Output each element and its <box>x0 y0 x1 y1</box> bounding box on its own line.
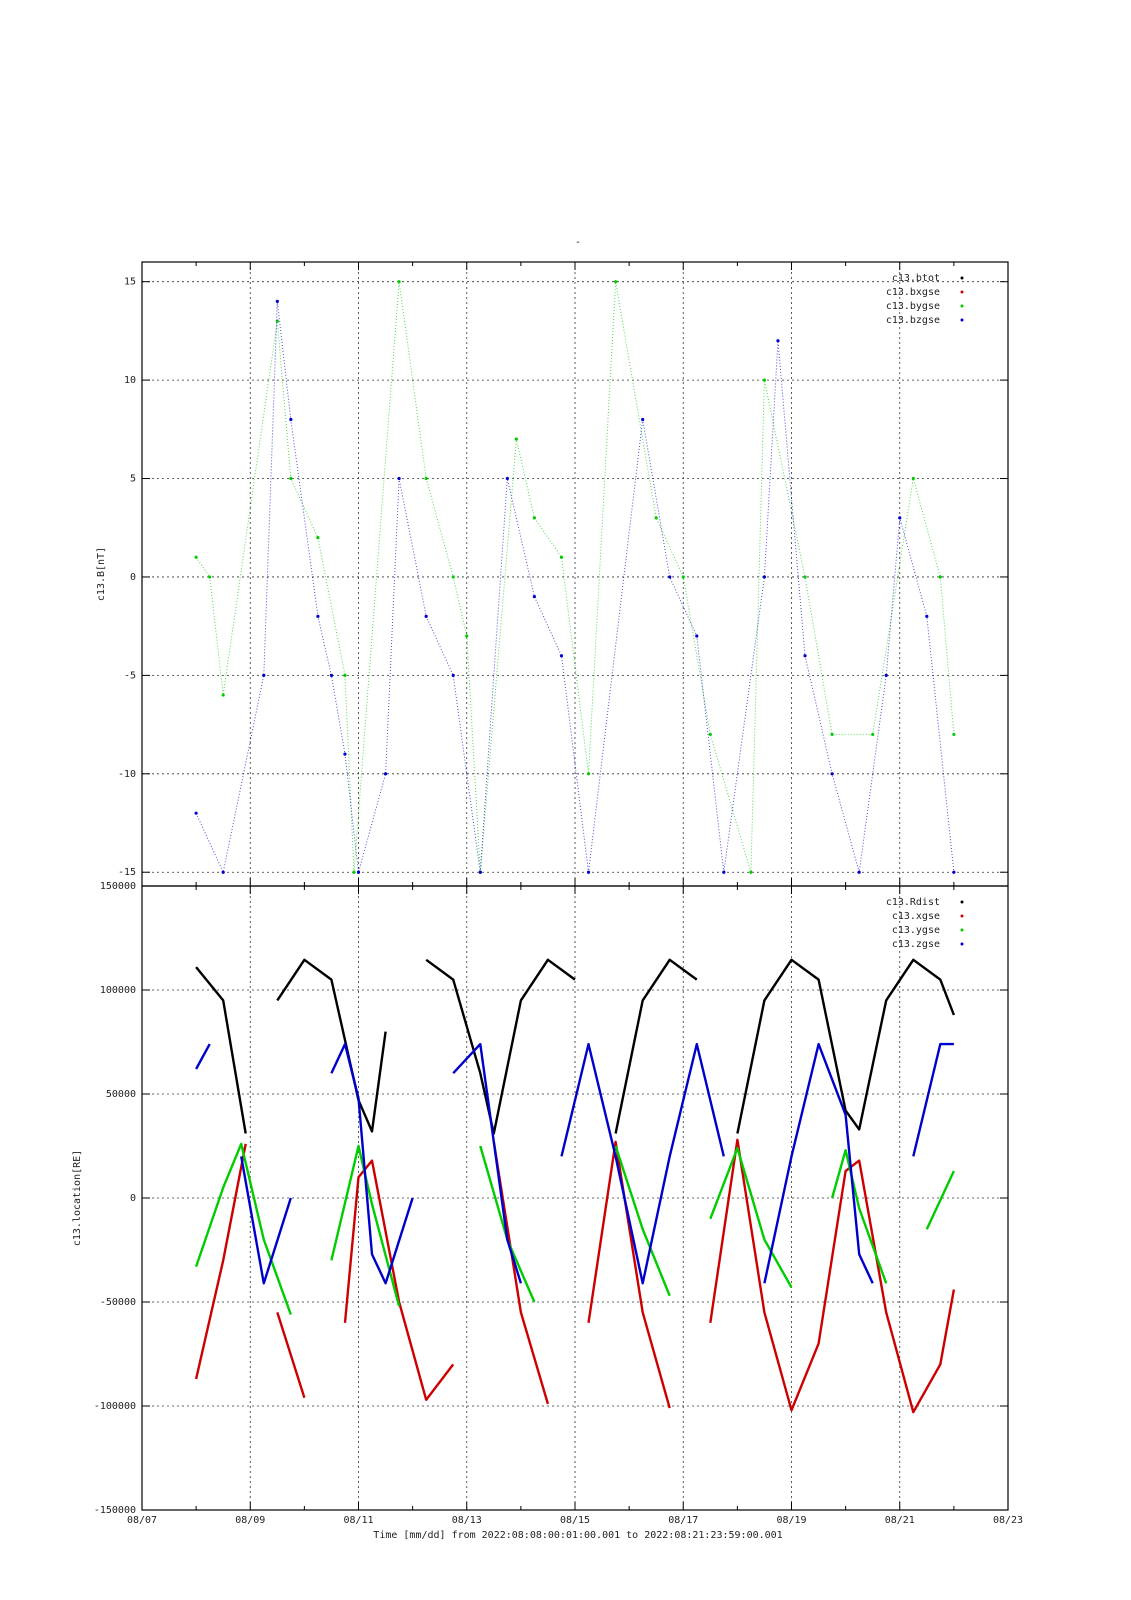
y-tick-label: 0 <box>130 1193 136 1204</box>
y-tick-label: -10 <box>118 769 136 780</box>
data-point-c13.bygse <box>952 732 956 737</box>
chart-title-mark: - <box>575 237 581 248</box>
legend-label: c13.xgse <box>892 911 940 922</box>
time-axis: 08/07 08/09 08/11 08/13 08/15 08/17 08/19 08/21… <box>127 1515 1023 1526</box>
legend-marker <box>960 900 964 904</box>
x-tick-label: 08/13 <box>452 1515 482 1526</box>
series-line-c13.ygse <box>194 1142 955 1315</box>
legend-label: c13.ygse <box>892 925 940 936</box>
plot-frame <box>141 885 1009 1511</box>
y-axis-label: c13.location[RE] <box>72 1150 83 1246</box>
data-point-c13.bzgse <box>830 772 834 776</box>
legend-label: c13.bygse <box>886 301 940 312</box>
data-point-c13.bygse <box>762 378 767 382</box>
y-tick-label: 15 <box>124 277 136 288</box>
location-panel: 150000 100000 50000 0 -50000 -100000 -150000 c1… <box>72 881 1009 1516</box>
data-point-c13.bzgse <box>803 654 807 658</box>
x-axis-label: Time [mm/dd] from 2022:08:08:00:01:00.00… <box>373 1530 782 1541</box>
data-point-c13.bygse <box>316 535 320 540</box>
magnetic-field-panel: 15 10 5 0 -5 -10 -15 c13.B[nT] c13.btot c13.bxgse… <box>96 261 1009 887</box>
y-tick-label: -5 <box>124 670 136 681</box>
data-point-c13.bzgse <box>329 673 334 677</box>
legend-label: c13.Rdist <box>886 897 940 908</box>
y-tick-label: -15 <box>118 867 136 878</box>
data-point-c13.bzgse <box>262 673 266 677</box>
legend-marker <box>960 304 964 308</box>
data-point-c13.bygse <box>559 555 564 559</box>
legend-marker <box>960 276 964 280</box>
data-point-c13.bygse <box>938 575 942 579</box>
legend-label: c13.btot <box>892 273 940 284</box>
data-point-c13.bygse <box>397 280 401 284</box>
y-tick-label: -100000 <box>94 1401 136 1412</box>
data-point-c13.bygse <box>586 772 591 776</box>
data-point-c13.bzgse <box>289 417 293 422</box>
data-point-c13.bzgse <box>478 870 482 874</box>
x-tick-label: 08/17 <box>668 1515 698 1526</box>
y-tick-label: -50000 <box>100 1297 136 1308</box>
data-point-c13.bzgse <box>776 339 780 343</box>
data-point-c13.bygse <box>749 870 753 874</box>
x-tick-label: 08/07 <box>127 1515 157 1526</box>
data-point-c13.bzgse <box>762 575 767 579</box>
x-tick-label: 08/21 <box>885 1515 915 1526</box>
legend-label: c13.zgse <box>892 939 940 950</box>
series-trace-c13.bygse <box>195 281 955 873</box>
data-point-c13.bygse <box>803 575 807 579</box>
y-tick-label: 5 <box>130 474 136 485</box>
y-tick-label: 10 <box>124 375 136 386</box>
series-line-c13.zgse <box>195 1042 954 1285</box>
data-point-c13.bygse <box>911 476 915 481</box>
data-point-c13.bygse <box>613 280 618 284</box>
x-tick-label: 08/23 <box>993 1515 1023 1526</box>
y-tick-label: -150000 <box>94 1505 136 1516</box>
legend-marker <box>960 914 964 918</box>
data-point-c13.bygse <box>532 516 537 520</box>
data-point-c13.bzgse <box>356 870 361 874</box>
legend-marker <box>960 290 964 294</box>
series-trace-c13.bzgse <box>195 301 955 874</box>
data-point-c13.bzgse <box>884 673 888 677</box>
legend-marker <box>960 318 964 322</box>
data-point-c13.bygse <box>352 870 356 874</box>
data-point-c13.bzgse <box>668 575 672 579</box>
legend-marker <box>960 928 964 932</box>
data-point-c13.bygse <box>830 732 834 737</box>
legend-marker <box>960 942 964 946</box>
data-point-c13.bzgse <box>451 673 455 677</box>
legend-label: c13.bzgse <box>886 315 940 326</box>
y-axis-label: c13.B[nT] <box>96 547 107 601</box>
data-point-c13.bygse <box>221 693 225 697</box>
series-line-c13.xgse <box>194 1138 956 1414</box>
x-tick-label: 08/19 <box>776 1515 806 1526</box>
y-tick-label: 0 <box>130 572 136 583</box>
x-tick-label: 08/15 <box>560 1515 590 1526</box>
data-point-c13.bzgse <box>722 870 726 874</box>
data-point-c13.bzgse <box>194 811 198 815</box>
data-point-c13.bygse <box>514 437 518 441</box>
legend-label: c13.bxgse <box>886 287 940 298</box>
x-tick-label: 08/09 <box>235 1515 265 1526</box>
data-point-c13.bygse <box>208 575 212 579</box>
data-point-c13.bzgse <box>857 870 861 874</box>
data-point-c13.bzgse <box>952 870 956 874</box>
y-tick-label: 50000 <box>106 1089 136 1100</box>
data-point-c13.bygse <box>343 673 347 677</box>
data-point-c13.bygse <box>194 555 198 559</box>
data-point-c13.bzgse <box>275 299 279 303</box>
data-point-c13.bzgse <box>383 772 388 776</box>
data-point-c13.bygse <box>871 732 875 737</box>
y-tick-label: 100000 <box>100 985 136 996</box>
x-tick-label: 08/11 <box>343 1515 373 1526</box>
data-point-c13.bygse <box>708 732 712 737</box>
y-tick-label: 150000 <box>100 881 136 892</box>
data-point-c13.bzgse <box>505 476 509 481</box>
